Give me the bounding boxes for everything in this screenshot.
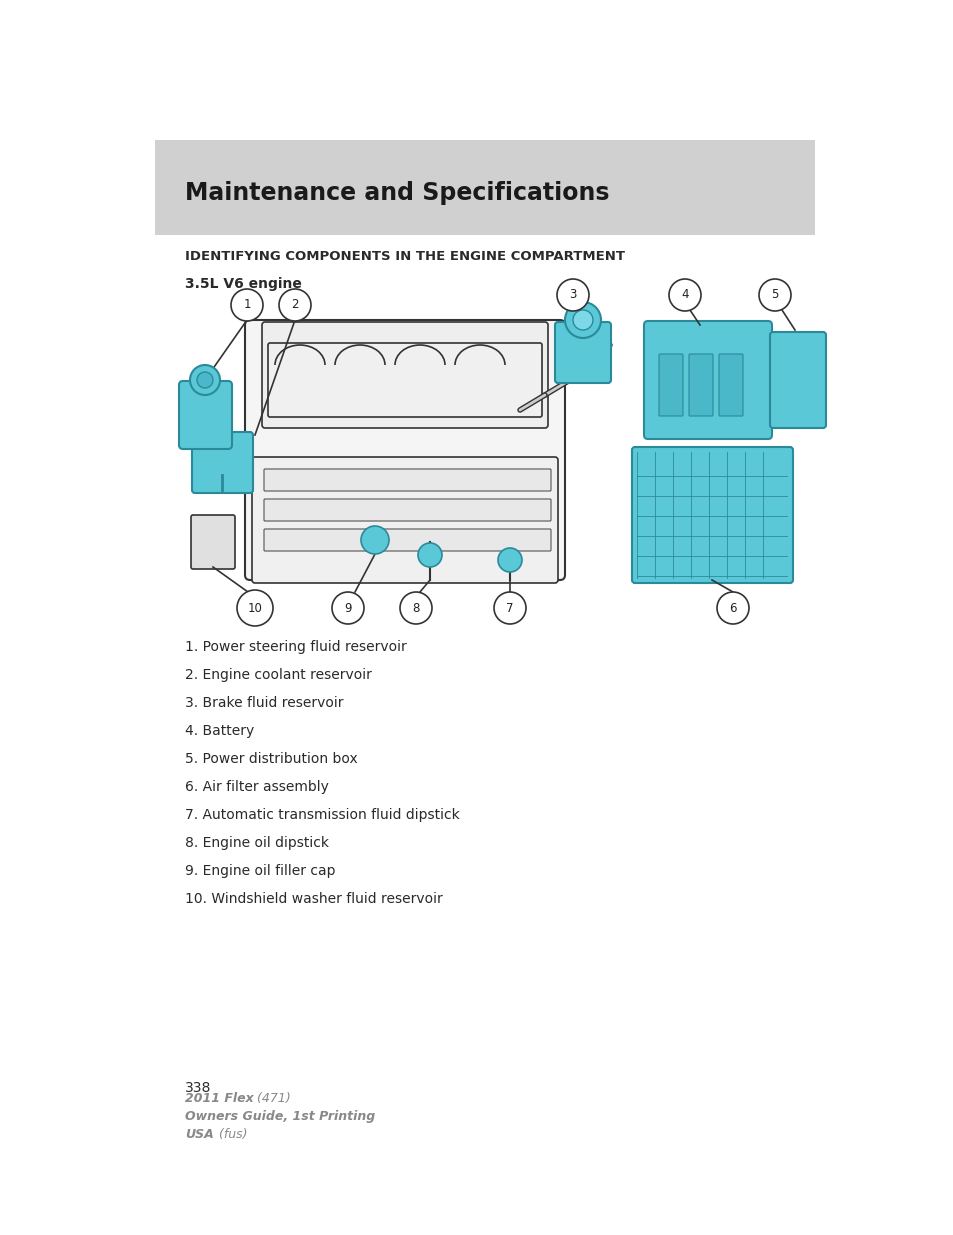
Circle shape xyxy=(236,590,273,626)
Circle shape xyxy=(190,366,220,395)
Text: 6. Air filter assembly: 6. Air filter assembly xyxy=(185,781,329,794)
Text: IDENTIFYING COMPONENTS IN THE ENGINE COMPARTMENT: IDENTIFYING COMPONENTS IN THE ENGINE COM… xyxy=(185,249,624,263)
FancyBboxPatch shape xyxy=(688,354,712,416)
FancyBboxPatch shape xyxy=(192,432,253,493)
FancyBboxPatch shape xyxy=(659,354,682,416)
Text: 2. Engine coolant reservoir: 2. Engine coolant reservoir xyxy=(185,668,372,682)
Circle shape xyxy=(399,592,432,624)
Text: 7. Automatic transmission fluid dipstick: 7. Automatic transmission fluid dipstick xyxy=(185,808,459,823)
Circle shape xyxy=(417,543,441,567)
Circle shape xyxy=(494,592,525,624)
FancyBboxPatch shape xyxy=(264,469,551,492)
Text: 8: 8 xyxy=(412,601,419,615)
Text: 5. Power distribution box: 5. Power distribution box xyxy=(185,752,357,766)
Text: 9: 9 xyxy=(344,601,352,615)
FancyBboxPatch shape xyxy=(643,321,771,438)
Text: 10. Windshield washer fluid reservoir: 10. Windshield washer fluid reservoir xyxy=(185,892,442,906)
Text: 8. Engine oil dipstick: 8. Engine oil dipstick xyxy=(185,836,329,850)
Text: Maintenance and Specifications: Maintenance and Specifications xyxy=(185,182,609,205)
Text: 1. Power steering fluid reservoir: 1. Power steering fluid reservoir xyxy=(185,640,406,655)
FancyBboxPatch shape xyxy=(268,343,541,417)
Text: (fus): (fus) xyxy=(214,1128,247,1141)
Text: 6: 6 xyxy=(728,601,736,615)
Circle shape xyxy=(564,303,600,338)
Circle shape xyxy=(332,592,364,624)
FancyBboxPatch shape xyxy=(264,499,551,521)
Text: 3. Brake fluid reservoir: 3. Brake fluid reservoir xyxy=(185,697,343,710)
FancyBboxPatch shape xyxy=(179,382,232,450)
Circle shape xyxy=(717,592,748,624)
Text: (471): (471) xyxy=(253,1092,291,1105)
FancyBboxPatch shape xyxy=(769,332,825,429)
Circle shape xyxy=(557,279,588,311)
Circle shape xyxy=(231,289,263,321)
Circle shape xyxy=(573,310,593,330)
Text: 5: 5 xyxy=(771,289,778,301)
Text: 10: 10 xyxy=(247,601,262,615)
Text: 2: 2 xyxy=(291,299,298,311)
FancyBboxPatch shape xyxy=(191,515,234,569)
Text: 3.5L V6 engine: 3.5L V6 engine xyxy=(185,277,301,291)
Text: 4. Battery: 4. Battery xyxy=(185,724,254,739)
Text: 3: 3 xyxy=(569,289,576,301)
Text: Owners Guide, 1st Printing: Owners Guide, 1st Printing xyxy=(185,1110,375,1123)
Circle shape xyxy=(360,526,389,555)
FancyBboxPatch shape xyxy=(245,320,564,580)
Circle shape xyxy=(278,289,311,321)
FancyBboxPatch shape xyxy=(631,447,792,583)
Text: 338: 338 xyxy=(185,1081,212,1095)
Circle shape xyxy=(196,372,213,388)
Circle shape xyxy=(668,279,700,311)
Circle shape xyxy=(759,279,790,311)
Text: 1: 1 xyxy=(243,299,251,311)
Text: 2011 Flex: 2011 Flex xyxy=(185,1092,253,1105)
Text: 4: 4 xyxy=(680,289,688,301)
Text: 7: 7 xyxy=(506,601,514,615)
FancyBboxPatch shape xyxy=(262,322,547,429)
Circle shape xyxy=(497,548,521,572)
FancyBboxPatch shape xyxy=(555,322,610,383)
FancyBboxPatch shape xyxy=(264,529,551,551)
Text: USA: USA xyxy=(185,1128,213,1141)
FancyBboxPatch shape xyxy=(252,457,558,583)
FancyBboxPatch shape xyxy=(719,354,742,416)
FancyBboxPatch shape xyxy=(154,140,814,235)
Text: 9. Engine oil filler cap: 9. Engine oil filler cap xyxy=(185,864,335,878)
